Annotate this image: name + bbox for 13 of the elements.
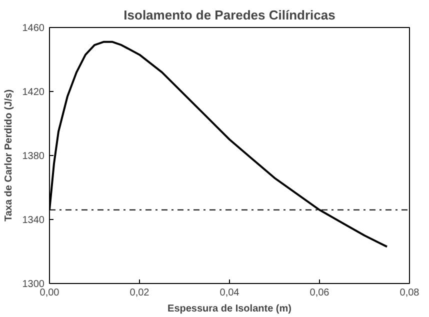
y-tick-label: 1460 bbox=[22, 23, 45, 34]
x-tick-label: 0,06 bbox=[310, 288, 330, 298]
y-tick-label: 1340 bbox=[22, 215, 45, 226]
x-tick-label: 0,02 bbox=[130, 288, 150, 298]
y-axis-title: Taxa de Carlor Perdido (J/s) bbox=[3, 89, 14, 222]
y-tick-label: 1300 bbox=[22, 279, 45, 290]
x-tick-label: 0,08 bbox=[400, 288, 420, 298]
chart-title: Isolamento de Paredes Cilíndricas bbox=[124, 8, 336, 22]
x-tick-label: 0,04 bbox=[220, 288, 240, 298]
x-tick-label: 0,00 bbox=[40, 288, 60, 298]
x-axis-title: Espessura de Isolante (m) bbox=[168, 304, 292, 314]
y-tick-label: 1420 bbox=[22, 87, 45, 98]
y-tick-label: 1380 bbox=[22, 151, 45, 162]
